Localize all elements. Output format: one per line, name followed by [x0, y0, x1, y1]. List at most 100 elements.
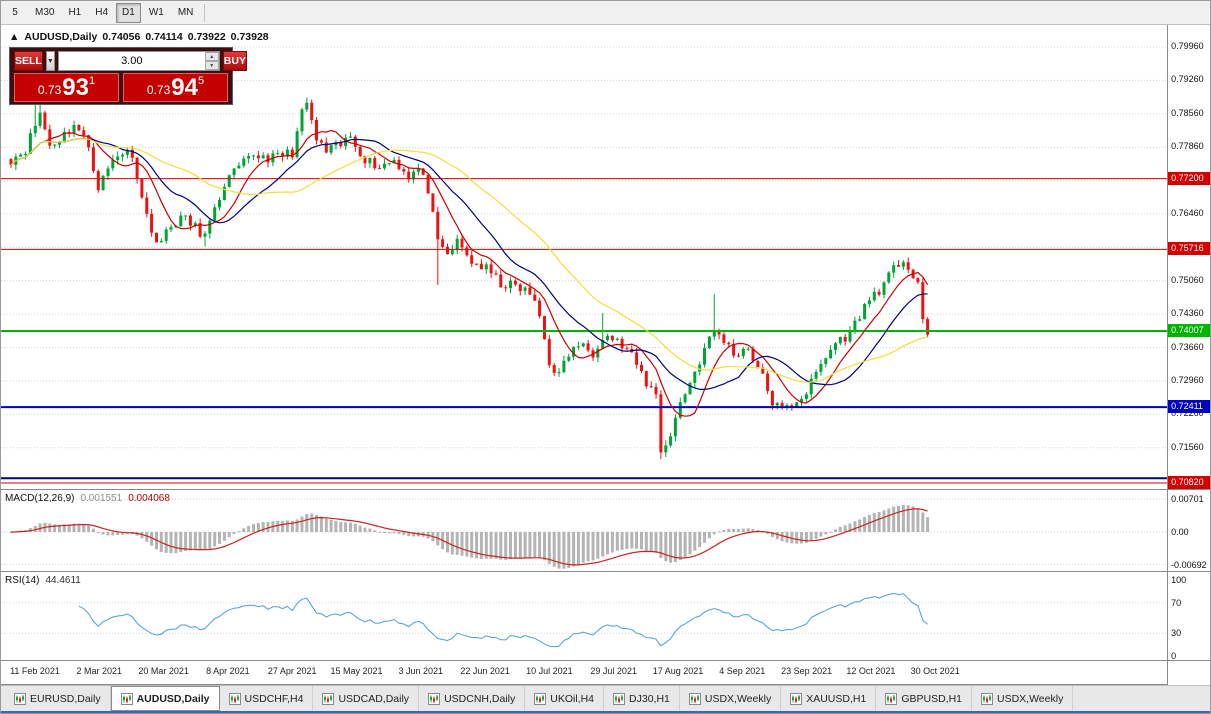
candle-body — [227, 175, 231, 187]
price-axis-label: 0.72960 — [1171, 374, 1204, 385]
volume-input[interactable] — [58, 52, 205, 70]
macd-axis: 0.00701 0.00 -0.00692 — [1168, 490, 1210, 572]
candle-body — [441, 239, 445, 247]
volume-dropdown-button[interactable]: ▼ — [45, 51, 55, 71]
candle-body — [906, 262, 910, 270]
candle-body — [290, 149, 294, 158]
candle-body — [901, 262, 905, 267]
price-axis[interactable]: 0.79960 0.79260 0.78560 0.77860 0.76460 0.750… — [1168, 25, 1210, 490]
timeframe-button-H1[interactable]: H1 — [62, 2, 88, 23]
collapse-arrow-icon[interactable]: ▲ — [9, 31, 20, 43]
candle-body — [53, 144, 57, 146]
candle-body — [130, 149, 134, 158]
candle-body — [635, 352, 639, 365]
chart-tab-gbpusd-h1[interactable]: GBPUSD,H1 — [876, 686, 972, 711]
chart-tab-usdcnh-daily[interactable]: USDCNH,Daily — [419, 686, 526, 711]
candle-body — [499, 274, 503, 288]
candle-body — [741, 349, 745, 357]
sell-price[interactable]: 0.73 93 1 — [14, 73, 119, 102]
candle-body — [159, 240, 163, 243]
chart-tab-audusd-daily[interactable]: AUDUSD,Daily — [110, 686, 220, 711]
macd-histogram-bar — [576, 532, 580, 565]
candle-body — [751, 348, 755, 361]
candle-body — [528, 287, 532, 295]
macd-histogram-bar — [838, 526, 842, 532]
candle-body — [892, 265, 896, 273]
chart-tab-usdchf-h4[interactable]: USDCHF,H4 — [220, 686, 314, 711]
timeframe-button-M30[interactable]: M30 — [29, 2, 61, 23]
chart-tab-xauusd-h1[interactable]: XAUUSD,H1 — [781, 686, 877, 711]
chart-tab-icon — [14, 692, 26, 705]
macd-histogram-bar — [77, 523, 81, 532]
candle-body — [489, 264, 493, 274]
rsi-axis-label: 70 — [1171, 597, 1182, 608]
volume-decrease-button[interactable]: ▼ — [204, 61, 219, 70]
macd-histogram-bar — [465, 532, 469, 557]
macd-histogram-bar — [586, 532, 590, 562]
candle-body — [436, 211, 440, 240]
macd-histogram-bar — [72, 523, 76, 532]
timeframe-button-W1[interactable]: W1 — [142, 2, 170, 23]
candle-body — [38, 112, 42, 126]
macd-histogram-bar — [358, 525, 362, 532]
macd-axis-label: 0.00 — [1171, 527, 1189, 537]
candle-body — [382, 163, 386, 169]
chart-tab-usdcad-daily[interactable]: USDCAD,Daily — [313, 686, 420, 711]
buy-button[interactable]: BUY — [222, 51, 247, 71]
chart-tab-dj30-h1[interactable]: DJ30,H1 — [604, 686, 680, 711]
candle-body — [285, 149, 289, 157]
macd-histogram-bar — [455, 532, 459, 555]
chart-tab-eurusd-daily[interactable]: EURUSD,Daily — [5, 686, 111, 711]
candle-body — [523, 287, 527, 291]
timeframe-button-5[interactable]: 5 — [3, 2, 27, 23]
sell-button[interactable]: SELL — [14, 51, 43, 71]
buy-price[interactable]: 0.73 94 5 — [123, 73, 228, 102]
candle-body — [455, 238, 459, 251]
candle-body — [853, 320, 857, 331]
price-chart-panel[interactable]: ▲ AUDUSD,Daily 0.74056 0.74114 0.73922 0.7392… — [1, 25, 1168, 490]
candle-body — [368, 157, 372, 164]
timeframe-button-MN[interactable]: MN — [171, 2, 200, 23]
candle-body — [334, 142, 338, 146]
chart-tab-label: AUDUSD,Daily — [136, 692, 210, 705]
date-axis-label: 15 May 2021 — [330, 666, 383, 676]
macd-main-value: 0.001551 — [80, 493, 123, 504]
macd-panel[interactable]: MACD(12,26,9) 0.001551 0.004068 — [1, 490, 1168, 572]
macd-histogram-bar — [887, 508, 891, 532]
candle-body — [737, 355, 740, 357]
macd-histogram-bar — [319, 516, 323, 532]
macd-histogram-bar — [111, 532, 115, 536]
price-axis-label: 0.78560 — [1171, 107, 1204, 118]
macd-histogram-bar — [901, 505, 905, 532]
candle-body — [867, 300, 871, 305]
rsi-panel[interactable]: RSI(14) 44.4611 — [1, 572, 1168, 661]
macd-histogram-bar — [746, 528, 750, 532]
volume-increase-button[interactable]: ▲ — [204, 52, 219, 61]
chart-tab-icon — [322, 692, 335, 705]
macd-histogram-bar — [188, 532, 192, 551]
timeframe-button-D1[interactable]: D1 — [116, 2, 141, 23]
buy-price-prefix: 0.73 — [146, 83, 171, 97]
chart-tab-ukoil-h4[interactable]: UKOil,H4 — [525, 686, 605, 711]
chart-tab-usdx-weekly[interactable]: USDX,Weekly — [680, 686, 782, 711]
candle-body — [252, 155, 255, 157]
macd-histogram-bar — [295, 519, 299, 532]
macd-histogram-bar — [91, 528, 95, 532]
macd-histogram-bar — [533, 532, 537, 558]
chart-tab-usdx-weekly[interactable]: USDX,Weekly — [972, 686, 1074, 711]
candle-body — [470, 255, 474, 264]
moving-average-line — [10, 138, 928, 383]
chart-tab-icon — [613, 692, 626, 705]
macd-histogram-bar — [513, 532, 517, 559]
macd-chart — [1, 498, 1168, 569]
macd-histogram-bar — [242, 528, 246, 532]
timeframe-button-H4[interactable]: H4 — [89, 2, 115, 23]
macd-histogram-bar — [897, 505, 900, 532]
candlestick-chart[interactable] — [1, 25, 1168, 490]
date-axis-label: 12 Oct 2021 — [846, 666, 896, 676]
candle-body — [281, 153, 285, 157]
candle-body — [319, 140, 323, 143]
macd-histogram-bar — [640, 532, 643, 550]
candle-body — [310, 102, 314, 120]
